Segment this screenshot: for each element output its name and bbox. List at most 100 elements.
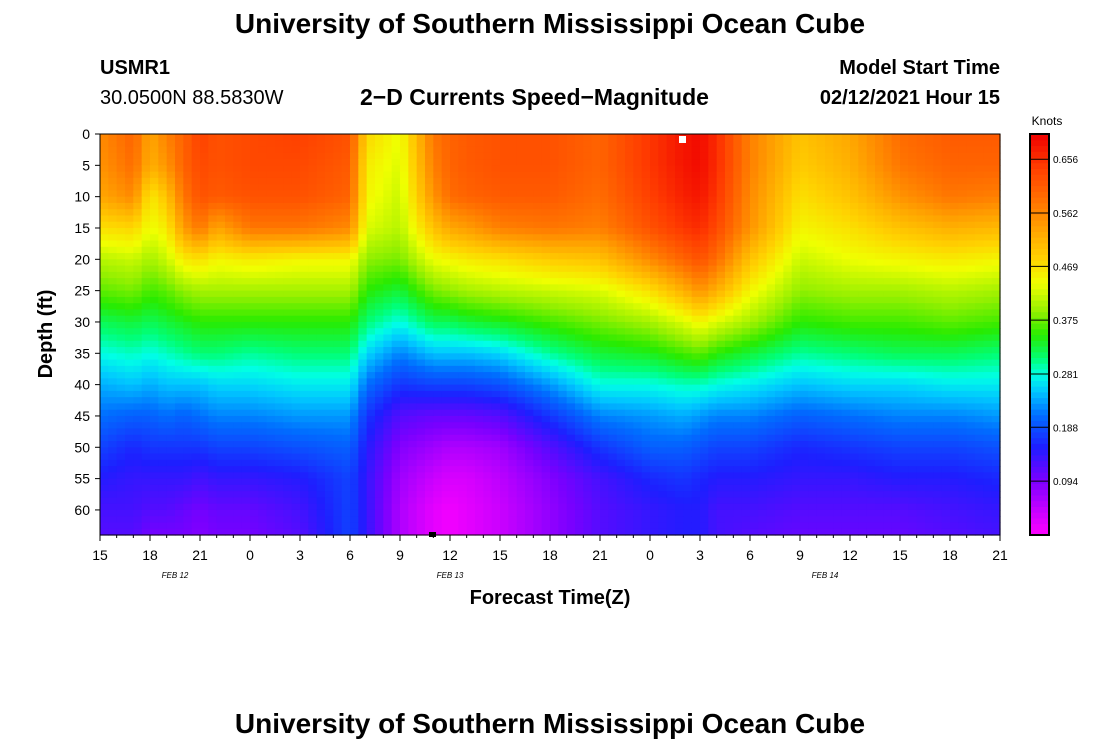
heatmap-cell — [650, 296, 659, 304]
heatmap-cell — [216, 171, 226, 179]
heatmap-cell — [191, 459, 201, 467]
heatmap-cell — [258, 466, 268, 473]
heatmap-cell — [658, 478, 668, 486]
heatmap-cell — [658, 140, 668, 148]
heatmap-cell — [283, 434, 293, 442]
heatmap-cell — [358, 340, 368, 348]
heatmap-cell — [466, 215, 476, 223]
heatmap-cell — [375, 453, 384, 461]
heatmap-cell — [666, 516, 676, 524]
heatmap-cell — [108, 152, 118, 160]
heatmap-cell — [283, 472, 293, 480]
heatmap-cell — [283, 378, 293, 386]
heatmap-cell — [716, 390, 726, 398]
heatmap-cell — [300, 290, 309, 298]
heatmap-cell — [691, 353, 701, 361]
heatmap-cell — [558, 177, 568, 185]
heatmap-cell — [308, 290, 318, 298]
heatmap-cell — [158, 159, 168, 166]
heatmap-cell — [475, 234, 484, 242]
heatmap-cell — [566, 134, 576, 141]
heatmap-cell — [500, 459, 509, 467]
heatmap-cell — [175, 315, 184, 323]
heatmap-cell — [350, 296, 359, 304]
heatmap-cell — [558, 359, 568, 367]
heatmap-cell — [241, 403, 251, 411]
heatmap-cell — [500, 184, 509, 191]
heatmap-cell — [200, 284, 209, 292]
heatmap-cell — [658, 459, 668, 467]
heatmap-cell — [666, 146, 676, 154]
heatmap-cell — [333, 409, 343, 417]
heatmap-cell — [225, 334, 234, 342]
heatmap-cell — [733, 215, 743, 223]
heatmap-cell — [600, 209, 609, 217]
heatmap-cell — [525, 422, 534, 430]
heatmap-cell — [408, 372, 418, 379]
heatmap-cell — [650, 459, 659, 467]
heatmap-cell — [708, 246, 718, 254]
heatmap-cell — [308, 278, 318, 285]
heatmap-cell — [391, 221, 401, 229]
heatmap-cell — [583, 390, 593, 398]
heatmap-cell — [225, 453, 234, 461]
heatmap-cell — [175, 403, 184, 411]
heatmap-cell — [558, 365, 568, 373]
heatmap-cell — [516, 516, 526, 524]
heatmap-cell — [575, 422, 584, 430]
heatmap-cell — [625, 466, 634, 473]
heatmap-cell — [458, 397, 468, 405]
heatmap-cell — [591, 472, 601, 480]
page-title-top: University of Southern Mississippi Ocean… — [234, 8, 866, 39]
heatmap-cell — [516, 484, 526, 492]
heatmap-cell — [233, 184, 243, 191]
heatmap-cell — [166, 340, 176, 348]
heatmap-cell — [158, 353, 168, 361]
heatmap-cell — [133, 165, 143, 173]
heatmap-cell — [600, 497, 609, 505]
heatmap-cell — [166, 422, 176, 430]
heatmap-cell — [100, 503, 109, 511]
heatmap-cell — [225, 309, 234, 317]
heatmap-cell — [550, 378, 559, 386]
heatmap-cell — [591, 434, 601, 442]
heatmap-cell — [341, 184, 351, 191]
heatmap-cell — [650, 278, 659, 285]
heatmap-cell — [433, 171, 443, 179]
heatmap-cell — [100, 321, 109, 329]
heatmap-cell — [525, 315, 534, 323]
heatmap-cell — [625, 491, 634, 499]
heatmap-cell — [533, 209, 543, 217]
heatmap-cell — [458, 177, 468, 185]
heatmap-cell — [600, 441, 609, 448]
heatmap-cell — [583, 259, 593, 267]
heatmap-cell — [508, 165, 518, 173]
heatmap-cell — [725, 290, 734, 298]
heatmap-cell — [633, 497, 643, 505]
heatmap-cell — [141, 278, 151, 285]
heatmap-cell — [400, 290, 409, 298]
heatmap-cell — [600, 184, 609, 191]
heatmap-cell — [716, 259, 726, 267]
heatmap-cell — [650, 215, 659, 223]
heatmap-cell — [158, 522, 168, 530]
heatmap-cell — [183, 390, 193, 398]
heatmap-cell — [300, 240, 309, 248]
heatmap-cell — [183, 184, 193, 191]
heatmap-cell — [466, 409, 476, 417]
heatmap-cell — [291, 227, 301, 235]
heatmap-cell — [533, 484, 543, 492]
heatmap-cell — [308, 321, 318, 329]
heatmap-cell — [291, 434, 301, 442]
heatmap-cell — [725, 227, 734, 235]
heatmap-cell — [666, 134, 676, 141]
heatmap-cell — [500, 384, 509, 392]
heatmap-cell — [225, 259, 234, 267]
heatmap-cell — [533, 215, 543, 223]
heatmap-cell — [325, 140, 334, 148]
heatmap-cell — [183, 321, 193, 329]
heatmap-cell — [333, 303, 343, 311]
heatmap-cell — [408, 171, 418, 179]
heatmap-cell — [375, 321, 384, 329]
heatmap-cell — [216, 253, 226, 260]
